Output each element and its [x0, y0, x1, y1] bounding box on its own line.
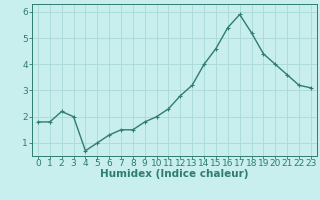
- X-axis label: Humidex (Indice chaleur): Humidex (Indice chaleur): [100, 169, 249, 179]
